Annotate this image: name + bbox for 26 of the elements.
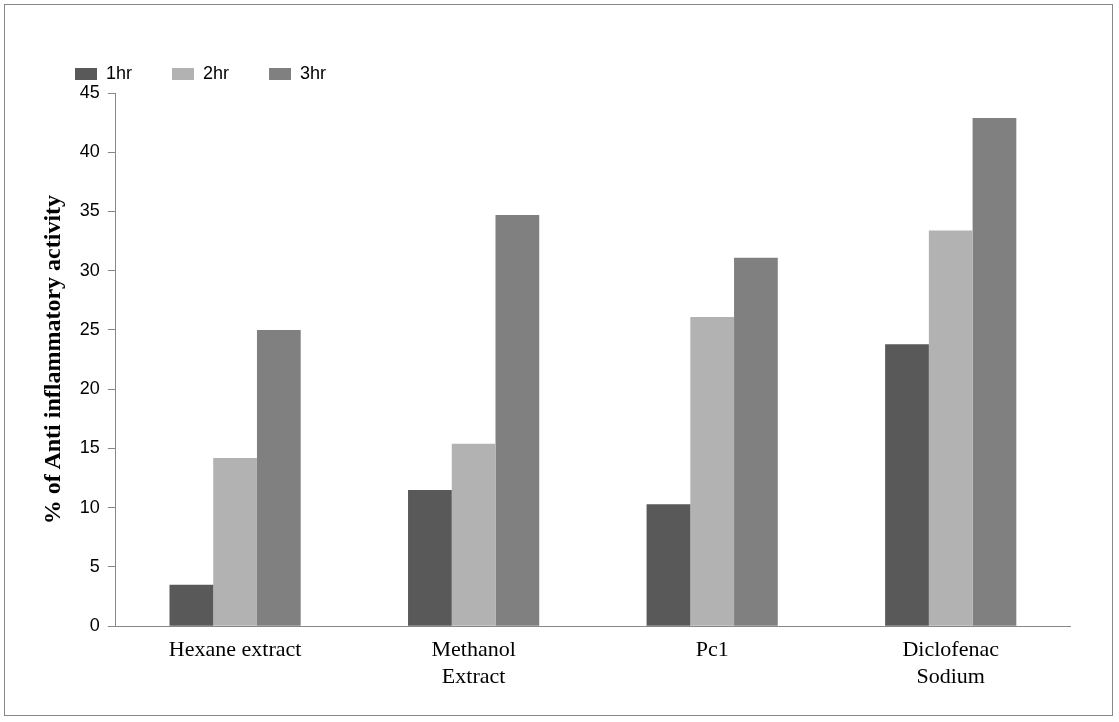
x-tick-label: Diclofenac Sodium bbox=[902, 636, 1000, 688]
y-tick-label: 5 bbox=[89, 555, 100, 576]
x-tick-label: Hexane extract bbox=[168, 636, 302, 662]
y-tick-label: 35 bbox=[79, 200, 100, 221]
bar bbox=[885, 344, 929, 626]
y-axis-title: % of Anti inflammatory activity bbox=[38, 194, 65, 525]
bar bbox=[451, 443, 496, 626]
y-tick-label: 30 bbox=[79, 259, 100, 280]
bar bbox=[928, 230, 973, 626]
x-tick-label: Pc1 bbox=[695, 636, 729, 662]
y-tick-label: 10 bbox=[79, 496, 100, 517]
x-tick-label: Methanol Extract bbox=[431, 636, 516, 688]
bar bbox=[646, 504, 691, 626]
y-tick-label: 15 bbox=[79, 437, 100, 458]
legend-label: 3hr bbox=[300, 62, 327, 83]
y-tick-label: 20 bbox=[79, 378, 100, 399]
legend-label: 1hr bbox=[106, 62, 133, 83]
y-tick-label: 0 bbox=[89, 615, 100, 636]
bar bbox=[690, 316, 735, 626]
legend-label: 2hr bbox=[203, 62, 230, 83]
y-tick-label: 25 bbox=[79, 318, 100, 339]
bar bbox=[408, 489, 452, 626]
y-tick-label: 45 bbox=[79, 81, 100, 102]
bar bbox=[213, 457, 257, 626]
y-tick-label: 40 bbox=[79, 141, 100, 162]
bar bbox=[169, 584, 214, 626]
